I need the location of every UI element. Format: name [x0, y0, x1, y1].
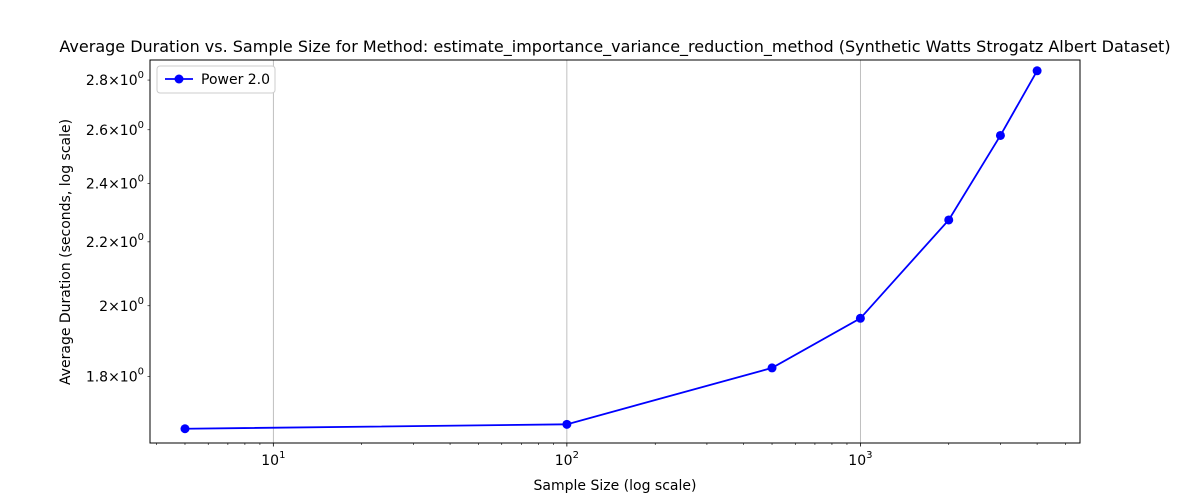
data-point — [562, 419, 572, 429]
legend-label: Power 2.0 — [201, 72, 270, 88]
plot-border — [149, 59, 1081, 444]
data-point — [180, 424, 190, 434]
y-tick-label: 2.8×100 — [86, 70, 144, 89]
y-axis-label: Average Duration (seconds, log scale) — [58, 119, 74, 385]
series-group — [180, 66, 1042, 434]
data-point — [855, 313, 865, 323]
chart-title: Average Duration vs. Sample Size for Met… — [59, 37, 1170, 57]
y-axis-ticks: 1.8×100 2×100 2.2×100 2.4×100 2.6×100 2.8×100 — [86, 70, 150, 385]
y-tick-label: 2.2×100 — [86, 232, 144, 251]
legend: Power 2.0 — [156, 65, 276, 94]
data-point — [944, 215, 954, 225]
gridlines — [272, 60, 861, 443]
x-tick-label: 102 — [555, 450, 579, 469]
y-tick-label: 1.8×100 — [86, 366, 144, 385]
legend-box — [156, 65, 276, 94]
data-point — [995, 130, 1005, 140]
legend-marker-swatch — [174, 74, 184, 84]
x-axis-label: Sample Size (log scale) — [534, 478, 697, 494]
y-tick-label: 2×100 — [99, 296, 144, 315]
x-axis-ticks: 101 102 103 — [156, 443, 1066, 469]
data-point — [767, 363, 777, 373]
y-tick-label: 2.6×100 — [86, 120, 144, 139]
y-tick-label: 2.4×100 — [86, 173, 144, 192]
data-point — [1032, 66, 1042, 76]
x-tick-label: 103 — [848, 450, 872, 469]
x-tick-label: 101 — [261, 450, 285, 469]
plot-area — [150, 60, 1080, 443]
